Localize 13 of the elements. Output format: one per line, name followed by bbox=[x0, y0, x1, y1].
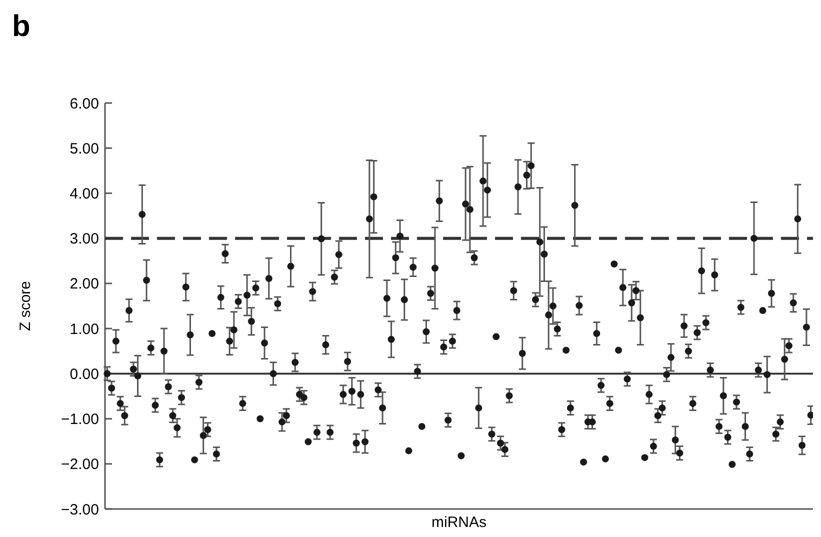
y-tick-label: −3.00 bbox=[61, 501, 99, 518]
y-tick-label: 0.00 bbox=[70, 366, 99, 383]
y-tick-label: 5.00 bbox=[70, 140, 99, 158]
x-axis-title: miRNAs bbox=[432, 514, 486, 531]
y-tick-label: 3.00 bbox=[70, 230, 99, 248]
y-tick-label: 2.00 bbox=[70, 276, 99, 293]
y-axis-title: Z score bbox=[17, 280, 34, 332]
chart-title: b bbox=[12, 10, 30, 43]
y-tick-label: −1.00 bbox=[61, 411, 99, 428]
y-tick-label: 4.00 bbox=[70, 185, 99, 202]
y-tick-label: −2.00 bbox=[61, 456, 99, 474]
y-tick-label: 6.00 bbox=[70, 95, 99, 112]
y-tick-label: 1.00 bbox=[70, 320, 99, 338]
